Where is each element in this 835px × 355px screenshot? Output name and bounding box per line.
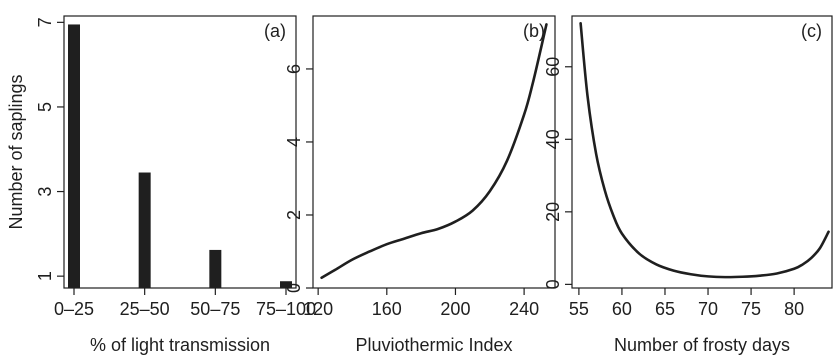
panel-c-x-tick-label-3: 70 xyxy=(698,299,718,319)
panel-a-y-tick-label-2: 5 xyxy=(35,102,55,112)
panel-b-x-tick-label-3: 240 xyxy=(509,299,539,319)
panel-a-x-tick-label-0: 0–25 xyxy=(54,299,94,319)
panel-c-frame xyxy=(571,15,833,289)
panel-a-x-tick-label-1: 25–50 xyxy=(120,299,170,319)
panel-c-x-tick-label-4: 75 xyxy=(741,299,761,319)
panel-c-y-tick-label-2: 40 xyxy=(543,129,563,149)
panel-b-y-tick-label-0: 0 xyxy=(284,283,304,293)
panel-c-y-tick-label-1: 20 xyxy=(543,202,563,222)
panel-c-y-tick-label-0: 0 xyxy=(543,279,563,289)
panel-a-y-tick-label-0: 1 xyxy=(35,271,55,281)
panel-b-x-tick-label-2: 200 xyxy=(440,299,470,319)
panel-b-y-tick-label-3: 6 xyxy=(284,64,304,74)
panel-a-x-axis-label: % of light transmission xyxy=(90,335,270,355)
bar-1 xyxy=(68,24,80,289)
panel-a-y-axis-label: Number of saplings xyxy=(6,74,26,229)
bar-3 xyxy=(209,249,222,288)
panel-c-x-axis-label: Number of frosty days xyxy=(614,335,790,355)
panel-c-line-chart: (c) Number of frosty days 0 20 40 60 55 60 65 70 7… xyxy=(543,15,833,355)
panel-c-y-tick-label-3: 60 xyxy=(543,57,563,77)
panel-b-panel-label: (b) xyxy=(523,21,545,41)
panel-b-y-tick-label-2: 4 xyxy=(284,137,304,147)
panel-c-x-tick-label-0: 55 xyxy=(569,299,589,319)
panel-a-y-tick-label-1: 3 xyxy=(35,187,55,197)
panel-c-panel-label: (c) xyxy=(801,21,822,41)
panel-b-x-tick-label-0: 120 xyxy=(303,299,333,319)
panel-c-x-tick-label-2: 65 xyxy=(655,299,675,319)
panel-c-x-tick-label-5: 80 xyxy=(784,299,804,319)
panel-a-x-tick-label-2: 50–75 xyxy=(190,299,240,319)
panel-b-series-line xyxy=(320,23,548,280)
bar-4 xyxy=(280,281,292,288)
panel-b-line-chart: (b) Pluviothermic Index 0 2 4 6 120 160 200 240 xyxy=(284,15,556,355)
panel-a-frame xyxy=(63,15,297,289)
panel-b-x-axis-label: Pluviothermic Index xyxy=(355,335,512,355)
panel-b-frame xyxy=(312,15,556,289)
panel-c-x-tick-label-1: 60 xyxy=(612,299,632,319)
panel-a-bar-chart: (a) % of light transmission 1 3 5 7 Number of … xyxy=(6,15,316,355)
panel-a-x-tick-label-3: 75–100 xyxy=(256,299,316,319)
bar-2 xyxy=(138,172,151,288)
panel-a-panel-label: (a) xyxy=(264,21,286,41)
panel-c-series-line xyxy=(579,21,830,279)
panel-b-y-tick-label-1: 2 xyxy=(284,210,304,220)
panel-a-y-tick-label-3: 7 xyxy=(35,17,55,27)
panel-b-x-tick-label-1: 160 xyxy=(372,299,402,319)
